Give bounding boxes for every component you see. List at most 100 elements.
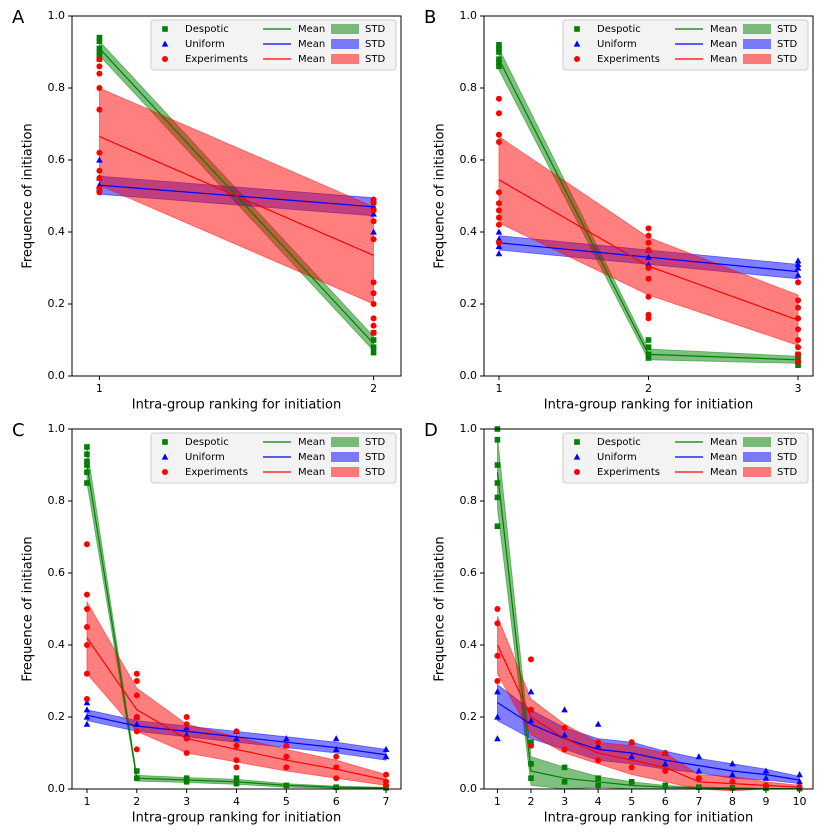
point	[83, 541, 90, 548]
point	[495, 221, 502, 228]
point	[495, 239, 502, 246]
point	[795, 304, 802, 311]
point	[283, 764, 290, 771]
point	[494, 652, 501, 659]
point	[662, 768, 669, 774]
point	[795, 358, 802, 365]
point	[495, 207, 502, 214]
legend-label: STD	[777, 39, 797, 50]
point	[496, 56, 502, 62]
point	[283, 735, 290, 742]
point	[183, 775, 190, 781]
point	[494, 523, 501, 529]
x-tick-label: 9	[763, 795, 770, 808]
legend-label: STD	[777, 54, 797, 65]
y-tick-label: 0.0	[48, 782, 66, 795]
plot-frame	[71, 15, 402, 377]
y-tick-label: 1.0	[48, 422, 66, 435]
panel-label: C	[12, 420, 25, 441]
legend-label: Despotic	[185, 437, 229, 448]
point	[763, 782, 769, 789]
point	[662, 750, 669, 756]
y-tick-label: 0.0	[460, 369, 478, 382]
x-tick-label: 3	[561, 795, 568, 808]
x-tick-label: 4	[595, 795, 602, 808]
x-tick-label: 2	[528, 795, 535, 808]
legend-label: Uniform	[185, 39, 225, 50]
y-axis-label: Frequence of initiation	[433, 123, 448, 268]
point	[561, 764, 568, 771]
x-tick-label: 2	[370, 382, 377, 395]
point	[628, 779, 635, 785]
point	[528, 739, 534, 745]
y-tick-label: 0.4	[460, 225, 478, 238]
point	[134, 775, 140, 781]
legend-label: Mean	[710, 24, 737, 35]
y-tick-label: 0.8	[48, 81, 66, 94]
legend-label: Despotic	[185, 24, 229, 35]
point	[133, 692, 140, 699]
point	[96, 52, 103, 59]
point	[494, 735, 501, 742]
point	[96, 63, 103, 70]
y-axis-label: Frequence of initiation	[21, 123, 36, 268]
y-tick-label: 0.8	[48, 494, 66, 507]
point	[795, 337, 802, 343]
point	[84, 444, 90, 450]
point	[527, 688, 535, 695]
legend-label: Mean	[298, 24, 325, 35]
legend-label: STD	[365, 54, 385, 65]
legend-marker	[162, 26, 168, 32]
point	[496, 60, 502, 66]
point	[233, 757, 240, 764]
legend-marker	[574, 439, 580, 445]
point	[495, 95, 502, 102]
panel: C 0.0 0.2 0.4 0.6 0.8 1.0 1 2 3 4 5 6 7 Intra-group ra…	[12, 420, 402, 826]
legend-marker	[573, 453, 581, 460]
point	[84, 451, 90, 457]
point	[595, 739, 602, 746]
legend-patch	[743, 437, 771, 447]
point	[84, 480, 90, 486]
plot-frame	[71, 428, 402, 790]
point	[83, 699, 91, 706]
panel-label: D	[424, 420, 438, 441]
legend-patch	[331, 39, 359, 49]
point	[495, 228, 503, 235]
plot-frame	[483, 15, 814, 377]
point	[370, 344, 377, 350]
point	[729, 760, 736, 767]
point	[233, 742, 240, 749]
point	[370, 349, 377, 356]
point	[83, 591, 90, 598]
y-tick-label: 0.2	[460, 710, 478, 723]
point	[233, 735, 240, 742]
point	[382, 753, 390, 760]
point	[595, 775, 601, 781]
point	[83, 624, 90, 630]
point	[96, 181, 103, 188]
y-tick-label: 0.4	[460, 638, 478, 651]
panel: B 0.0 0.2 0.4 0.6 0.8 1.0 1 2 3 Intra-group rankin…	[424, 7, 814, 413]
point	[133, 746, 140, 753]
point	[96, 34, 103, 41]
point	[183, 721, 190, 728]
point	[333, 753, 340, 760]
point	[370, 329, 377, 336]
point	[645, 315, 652, 322]
point	[183, 750, 190, 756]
point	[370, 337, 377, 343]
point	[332, 745, 340, 752]
point	[495, 250, 503, 257]
point	[332, 735, 340, 742]
y-tick-label: 0.8	[460, 494, 478, 507]
point	[628, 764, 635, 771]
mean-line	[496, 644, 800, 788]
point	[133, 678, 140, 684]
plot-frame	[483, 428, 814, 790]
point	[628, 739, 635, 746]
mean-line	[496, 472, 800, 790]
point	[370, 218, 377, 225]
x-tick-label: 8	[729, 795, 736, 808]
point	[661, 760, 669, 767]
